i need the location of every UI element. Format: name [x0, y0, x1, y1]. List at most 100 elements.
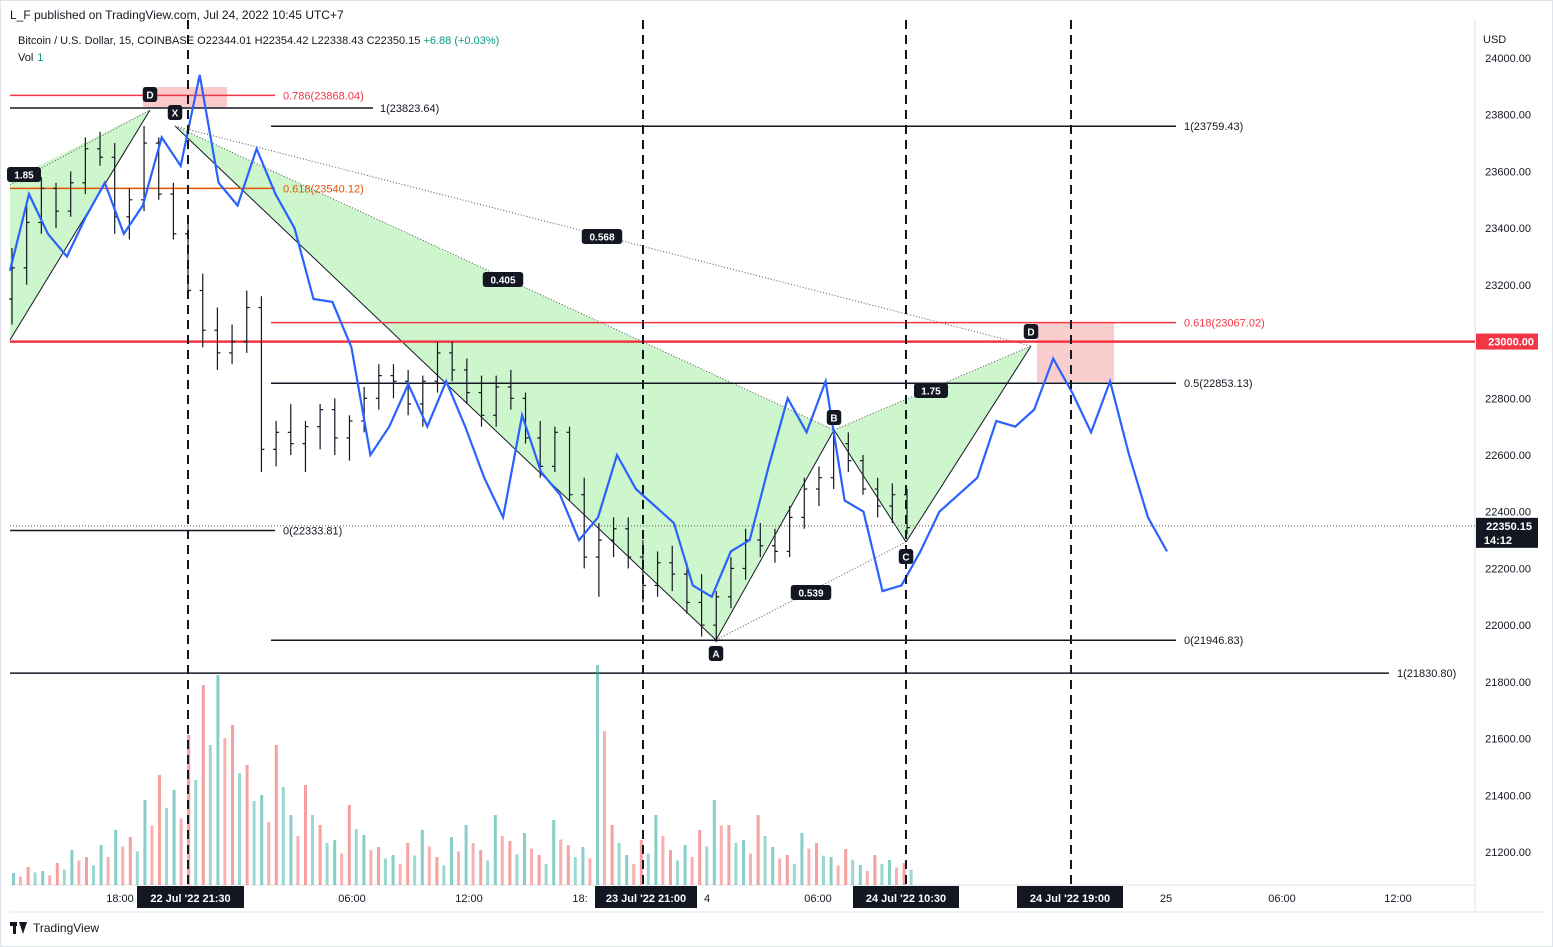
price-axis-tick: 23600.00: [1485, 166, 1531, 178]
ratio-label-4: 1.75: [914, 383, 948, 398]
volume-bar: [566, 845, 570, 885]
price-axis-tick: 22800.00: [1485, 393, 1531, 405]
volume-bar: [135, 851, 139, 885]
ohlc-bar: [522, 392, 529, 444]
tradingview-footer[interactable]: TradingView: [10, 921, 99, 935]
symbol-legend[interactable]: Bitcoin / U.S. Dollar, 15, COINBASE O223…: [18, 35, 499, 47]
volume-bar: [121, 846, 125, 885]
point-label-a-text: A: [712, 650, 719, 661]
ohlc-bar: [698, 574, 705, 637]
volume-bar: [873, 855, 877, 885]
volume-bar: [106, 857, 110, 885]
time-axis-tick: 06:00: [804, 893, 832, 905]
price-axis-tick: 21600.00: [1485, 734, 1531, 746]
level-label-3: 0.618(23540.12): [283, 183, 364, 195]
ohlc-bar: [302, 420, 309, 473]
volume-bar: [632, 864, 636, 885]
tradingview-logo-icon: [10, 922, 28, 934]
volume-bar: [85, 857, 88, 885]
level-label-1: 1(23823.64): [380, 103, 439, 115]
ohlc-bar: [170, 182, 177, 240]
volume-bar: [858, 865, 862, 885]
ohlc-bar: [493, 375, 500, 427]
volume-bar: [646, 853, 650, 885]
volume-bar: [698, 830, 702, 885]
volume-bar: [471, 843, 475, 885]
ohlc-bar: [845, 432, 852, 473]
volume-bar: [435, 857, 439, 885]
price-axis-tick: 23400.00: [1485, 223, 1531, 235]
volume-bar: [749, 853, 752, 885]
volume-bar: [537, 855, 541, 885]
volume-bar: [92, 865, 95, 885]
point-label-a: A: [708, 646, 724, 661]
harmonic-leg-3: [833, 429, 907, 543]
ohlc-bar: [67, 171, 74, 217]
ohlc-bar: [449, 341, 456, 382]
price-axis-tick: 23800.00: [1485, 110, 1531, 122]
ratio-label-0: 1.85: [7, 167, 41, 182]
time-axis-tick: 18:: [572, 893, 587, 905]
symbol-name: Bitcoin / U.S. Dollar, 15, COINBASE: [18, 35, 195, 47]
volume-bar: [41, 871, 45, 885]
volume-bar: [705, 846, 709, 885]
volume-bar: [158, 775, 161, 885]
volume-bar: [508, 841, 512, 885]
ratio-label-3-bg: [790, 585, 832, 600]
volume-bar: [888, 860, 891, 885]
volume-bar: [274, 745, 278, 885]
point-label-a-bg: [708, 646, 724, 661]
volume-bar: [493, 815, 497, 885]
time-axis-tick: 12:00: [1384, 893, 1412, 905]
volume-bar: [669, 850, 672, 885]
volume-bar: [362, 835, 366, 885]
volume-bar: [347, 805, 351, 885]
ohlc-bar: [757, 523, 764, 558]
volume-bar: [413, 855, 417, 885]
volume-bar: [778, 858, 782, 885]
harmonic-ratio-line-0: [9, 109, 151, 186]
target-zone-box: [1037, 322, 1114, 382]
ohlc-bar: [904, 489, 910, 535]
currency-label: USD: [1483, 34, 1507, 46]
ratio-label-1: 0.405: [482, 272, 524, 287]
volume-bar: [588, 858, 592, 885]
volume-bar: [815, 843, 818, 885]
volume-bar: [596, 665, 599, 885]
volume-bar: [727, 825, 731, 885]
ohlc-bar: [23, 205, 30, 285]
current-price-text: 22350.15: [1486, 521, 1532, 533]
volume-bar: [639, 840, 643, 885]
volume-bar: [610, 825, 614, 885]
ohlc-bar: [346, 415, 353, 461]
volume-bar: [836, 865, 840, 885]
volume-bar: [603, 731, 606, 885]
ohlc-bar: [610, 517, 617, 558]
ratio-label-1-text: 0.405: [490, 276, 515, 287]
volume-bar: [150, 825, 154, 885]
ratio-label-0-bg: [7, 167, 41, 182]
time-axis-tick: 4: [704, 893, 710, 905]
volume-bar: [296, 836, 300, 885]
volume-bar: [792, 864, 796, 885]
volume-value: 1: [37, 52, 44, 64]
level-label-4: 0.618(23067.02): [1184, 318, 1265, 330]
ohlc-bar: [566, 426, 573, 501]
volume-bar: [99, 845, 103, 885]
ratio-label-3: 0.539: [790, 585, 832, 600]
volume-legend[interactable]: Vol 1: [18, 52, 43, 64]
volume-bar: [457, 851, 460, 885]
time-axis-tick: 06:00: [1268, 893, 1296, 905]
volume-bar: [252, 801, 256, 885]
volume-bar: [530, 848, 533, 885]
ohlc-bar: [625, 517, 632, 569]
volume-bar: [406, 843, 410, 885]
volume-bar: [865, 871, 869, 885]
point-label-d: D: [1023, 324, 1039, 339]
ohlc-bar: [97, 131, 104, 166]
volume-bar: [573, 857, 577, 885]
volume-bar: [12, 873, 15, 885]
ohlc-bar: [815, 466, 822, 507]
time-axis-tick: 25: [1160, 893, 1172, 905]
